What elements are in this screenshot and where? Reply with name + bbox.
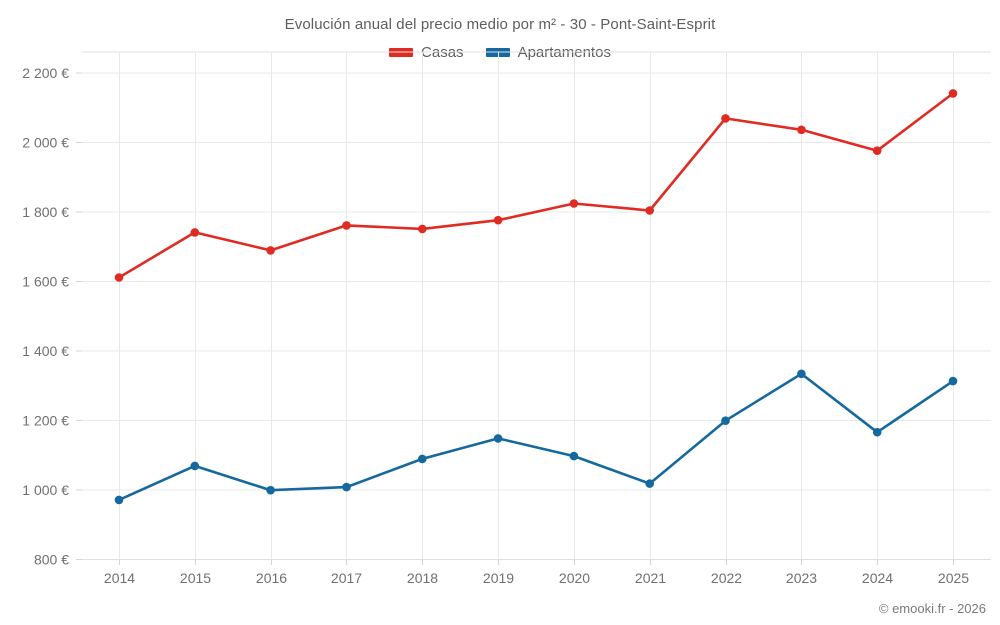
x-axis-tick-label: 2023 (786, 570, 817, 586)
y-axis-tick-label: 1 800 € (22, 204, 69, 220)
data-point[interactable] (114, 495, 124, 505)
x-axis-tick-label: 2016 (256, 570, 287, 586)
x-axis-tick-label: 2021 (635, 570, 666, 586)
data-point[interactable] (721, 416, 730, 426)
data-point[interactable] (948, 376, 958, 386)
data-point[interactable] (266, 246, 275, 255)
data-point[interactable] (114, 273, 124, 282)
data-point[interactable] (872, 427, 882, 437)
y-axis-tick-label: 1 200 € (22, 413, 69, 429)
y-axis-tick-label: 1 000 € (22, 482, 69, 498)
y-axis-tick-label: 800 € (34, 552, 69, 568)
chart-title: Evolución anual del precio medio por m² … (284, 16, 716, 33)
data-point[interactable] (797, 125, 806, 135)
copyright-credit: © emooki.fr - 2026 (878, 601, 986, 616)
y-axis-tick-label: 1 400 € (22, 343, 69, 359)
data-point[interactable] (493, 215, 503, 225)
data-point[interactable] (190, 228, 200, 237)
data-point[interactable] (418, 224, 427, 234)
data-point[interactable] (721, 114, 730, 123)
data-point[interactable] (190, 461, 200, 471)
data-point[interactable] (948, 89, 958, 98)
x-axis-tick-label: 2025 (938, 570, 969, 586)
y-axis-tick-label: 2 000 € (22, 135, 69, 151)
data-point[interactable] (493, 434, 503, 443)
data-point[interactable] (645, 206, 654, 215)
x-axis-tick-label: 2020 (559, 570, 590, 586)
data-point[interactable] (569, 199, 579, 208)
x-axis-tick-label: 2018 (407, 570, 438, 586)
x-axis-tick-label: 2014 (104, 570, 135, 586)
y-axis-tick-label: 2 200 € (22, 65, 69, 81)
data-point[interactable] (266, 485, 275, 495)
x-axis-tick-label: 2015 (180, 570, 211, 586)
data-point[interactable] (569, 451, 579, 461)
series-line-apartamentos (117, 372, 955, 502)
x-axis-tick-label: 2022 (711, 570, 742, 586)
data-point[interactable] (797, 369, 806, 379)
data-point[interactable] (872, 146, 882, 155)
y-axis-tick-label: 1 600 € (22, 274, 69, 290)
x-axis-tick-label: 2019 (483, 570, 514, 586)
data-point[interactable] (645, 479, 654, 488)
x-axis-tick-label: 2017 (331, 570, 362, 586)
x-axis-tick-label: 2024 (862, 570, 893, 586)
data-point[interactable] (342, 482, 351, 492)
data-point[interactable] (418, 454, 427, 464)
data-point[interactable] (342, 221, 351, 230)
series-line-casas (117, 92, 955, 279)
